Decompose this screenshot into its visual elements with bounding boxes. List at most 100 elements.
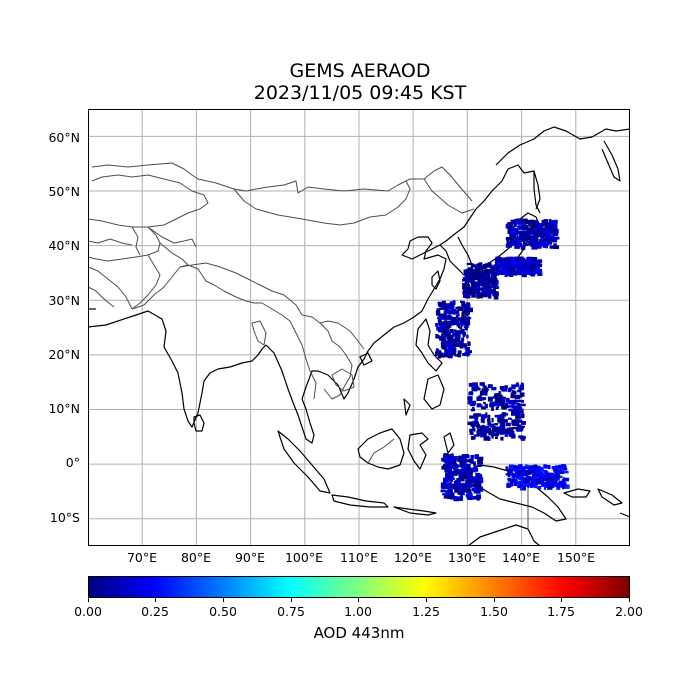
- aod-pixel: [518, 395, 523, 398]
- aod-pixel: [525, 243, 529, 246]
- aod-pixel: [448, 479, 454, 482]
- colorbar: [88, 576, 630, 598]
- aod-pixel: [472, 264, 479, 267]
- aod-pixel: [558, 475, 563, 479]
- aod-pixel: [499, 424, 506, 428]
- aod-pixel: [514, 265, 518, 268]
- aod-pixel: [514, 260, 519, 263]
- aod-pixel: [564, 470, 569, 474]
- aod-pixel: [552, 484, 557, 487]
- aod-pixel: [547, 240, 553, 245]
- aod-pixel: [510, 228, 513, 234]
- aod-pixel: [533, 482, 538, 486]
- aod-pixel: [527, 266, 533, 270]
- aod-pixel: [557, 485, 561, 488]
- map-panel: [88, 109, 630, 546]
- aod-pixel: [489, 423, 495, 427]
- aod-pixel: [470, 273, 477, 277]
- aod-pixel: [521, 218, 528, 223]
- aod-pixel: [519, 384, 524, 388]
- aod-pixel: [467, 341, 471, 347]
- aod-pixel: [533, 223, 538, 228]
- aod-pixel: [514, 218, 518, 224]
- aod-pixel: [546, 243, 550, 246]
- aod-pixel: [447, 321, 451, 327]
- aod-pixel: [509, 387, 513, 391]
- aod-pixel: [502, 263, 507, 268]
- aod-pixel: [462, 277, 469, 280]
- aod-pixel: [435, 348, 439, 353]
- lon-tick-90e: 90°E: [234, 550, 266, 565]
- aod-pixel: [521, 238, 526, 242]
- aod-pixel: [476, 404, 483, 408]
- aod-pixel: [464, 287, 469, 290]
- aod-pixel: [532, 270, 536, 275]
- aod-pixel: [465, 454, 470, 458]
- colorbar-tickmark: [155, 598, 156, 602]
- aod-pixel: [473, 461, 476, 465]
- aod-pixel: [553, 473, 558, 478]
- aod-pixel: [452, 456, 458, 461]
- aod-pixel: [517, 222, 522, 225]
- aod-pixel: [467, 494, 471, 500]
- colorbar-tickmark: [223, 598, 224, 602]
- aod-pixel: [477, 282, 480, 286]
- aod-pixel: [548, 219, 552, 224]
- aod-pixel: [558, 467, 564, 472]
- aod-pixel: [559, 465, 564, 468]
- aod-pixel: [498, 266, 501, 269]
- aod-pixel: [513, 390, 517, 395]
- aod-pixel: [467, 307, 474, 313]
- aod-pixel: [439, 316, 442, 322]
- aod-pixel: [514, 236, 520, 241]
- aod-pixel: [446, 306, 452, 309]
- lat-tick-0: 0°: [65, 455, 80, 470]
- aod-pixel: [477, 461, 483, 465]
- aod-pixel: [470, 263, 474, 267]
- aod-pixel: [524, 259, 529, 263]
- aod-pixel: [443, 354, 448, 357]
- aod-pixel: [481, 388, 486, 393]
- aod-pixel: [507, 225, 511, 229]
- aod-pixel: [473, 281, 477, 287]
- aod-pixel: [502, 412, 507, 417]
- aod-pixel: [484, 285, 490, 290]
- aod-pixel: [461, 454, 468, 459]
- aod-pixel: [522, 483, 529, 486]
- aod-pixel: [435, 323, 438, 327]
- aod-pixel: [476, 489, 479, 494]
- aod-pixel: [549, 235, 555, 240]
- aod-pixel: [525, 261, 531, 264]
- aod-pixel: [528, 466, 534, 471]
- map-frame: [88, 109, 630, 546]
- aod-pixel: [505, 466, 509, 471]
- aod-pixel: [510, 481, 514, 487]
- aod-pixel: [521, 420, 526, 425]
- aod-pixel: [510, 258, 515, 264]
- aod-pixel: [478, 275, 483, 279]
- aod-pixel: [541, 242, 545, 247]
- aod-pixel: [473, 289, 478, 293]
- map-canvas: [88, 109, 630, 546]
- aod-pixel: [561, 478, 565, 482]
- aod-pixel: [441, 457, 445, 462]
- aod-pixel: [517, 419, 523, 424]
- aod-pixel: [516, 265, 522, 271]
- aod-pixel: [533, 241, 539, 246]
- aod-pixel: [500, 396, 506, 399]
- aod-pixel: [533, 470, 538, 473]
- aod-pixel: [495, 262, 501, 266]
- aod-pixel: [524, 230, 530, 235]
- aod-pixel: [481, 278, 486, 283]
- aod-pixel: [444, 494, 448, 497]
- aod-pixel: [472, 476, 478, 480]
- aod-pixel: [537, 485, 542, 490]
- aod-pixel: [539, 472, 544, 475]
- aod-pixel: [515, 467, 522, 471]
- aod-pixel: [547, 464, 551, 470]
- aod-pixel: [540, 478, 544, 484]
- colorbar-tickmark: [561, 598, 562, 602]
- aod-pixel: [464, 347, 469, 350]
- aod-pixel: [543, 469, 547, 473]
- aod-pixel: [452, 341, 457, 346]
